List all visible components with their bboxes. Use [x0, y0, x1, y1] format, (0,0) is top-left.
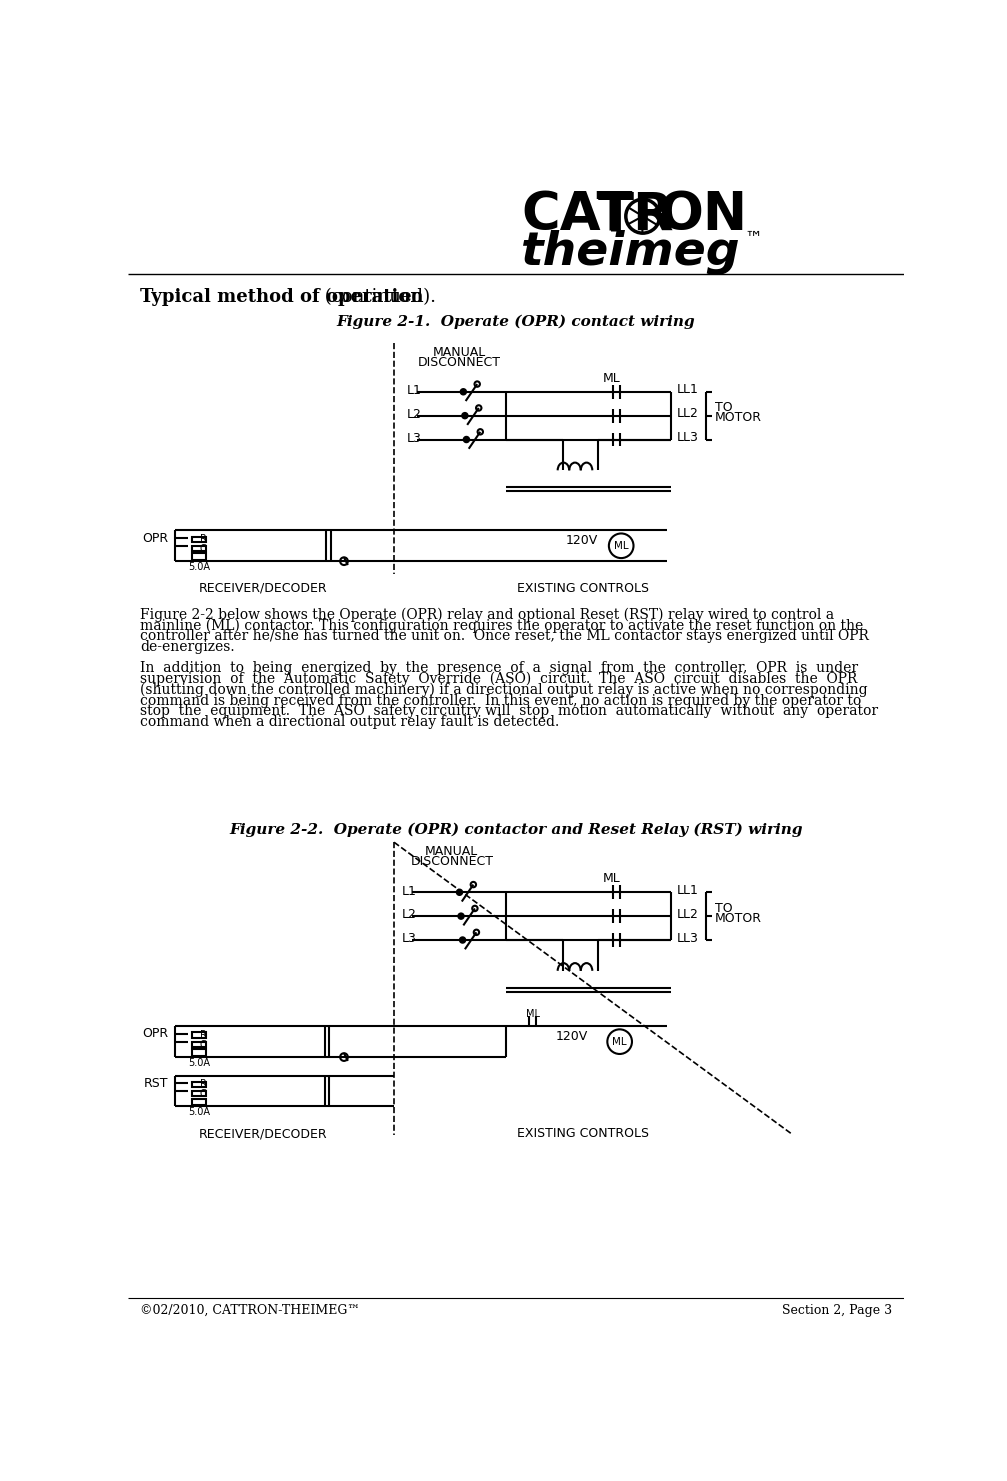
Text: R: R — [199, 1080, 206, 1090]
Text: de-energizes.: de-energizes. — [140, 640, 235, 653]
Circle shape — [460, 937, 465, 943]
Text: stop  the  equipment.  The  ASO  safety circuitry will  stop  motion  automatica: stop the equipment. The ASO safety circu… — [140, 705, 878, 718]
Text: mainline (ML) contactor. This configuration requires the operator to activate th: mainline (ML) contactor. This configurat… — [140, 618, 863, 632]
Text: CAT: CAT — [521, 190, 632, 241]
Text: LL2: LL2 — [677, 407, 699, 421]
Text: EXISTING CONTROLS: EXISTING CONTROLS — [517, 582, 649, 595]
Text: controller after he/she has turned the unit on.  Once reset, the ML contactor st: controller after he/she has turned the u… — [140, 629, 869, 643]
Text: ML: ML — [603, 872, 621, 886]
Circle shape — [464, 437, 469, 443]
Text: MANUAL: MANUAL — [425, 844, 478, 857]
Text: ML: ML — [603, 372, 621, 385]
Text: OPR: OPR — [142, 532, 168, 545]
Text: ML: ML — [612, 1037, 627, 1047]
Text: 120V: 120V — [566, 535, 598, 548]
Text: LL1: LL1 — [677, 384, 699, 397]
Text: TO: TO — [715, 401, 733, 415]
Text: L2: L2 — [407, 407, 422, 421]
Circle shape — [457, 890, 462, 895]
Text: DISCONNECT: DISCONNECT — [418, 355, 501, 369]
Text: ™: ™ — [744, 230, 762, 249]
Text: DISCONNECT: DISCONNECT — [410, 855, 493, 868]
Text: OPR: OPR — [142, 1028, 168, 1041]
Bar — [192, 1081, 206, 1087]
Text: In  addition  to  being  energized  by  the  presence  of  a  signal  from  the : In addition to being energized by the pr… — [140, 662, 858, 675]
Text: L2: L2 — [402, 908, 417, 921]
Text: L3: L3 — [407, 432, 422, 444]
Text: EXISTING CONTROLS: EXISTING CONTROLS — [517, 1127, 649, 1140]
Text: ML: ML — [614, 541, 628, 551]
Text: RECEIVER/DECODER: RECEIVER/DECODER — [198, 582, 327, 595]
Text: Figure 2-2.  Operate (OPR) contactor and Reset Relay (RST) wiring: Figure 2-2. Operate (OPR) contactor and … — [229, 823, 803, 837]
Text: C: C — [199, 1090, 206, 1099]
Text: 120V: 120V — [556, 1031, 588, 1043]
Text: command when a directional output relay fault is detected.: command when a directional output relay … — [140, 715, 559, 729]
Text: L1: L1 — [407, 384, 422, 397]
Circle shape — [460, 390, 466, 394]
Circle shape — [462, 413, 467, 418]
Text: MANUAL: MANUAL — [433, 345, 486, 358]
Text: R: R — [199, 535, 206, 544]
Bar — [192, 536, 206, 542]
Bar — [192, 1041, 206, 1047]
Bar — [192, 1032, 206, 1038]
Text: C: C — [199, 1040, 206, 1050]
Text: R: R — [199, 1031, 206, 1040]
Text: RECEIVER/DECODER: RECEIVER/DECODER — [198, 1127, 327, 1140]
Text: theimeg: theimeg — [521, 230, 741, 275]
Text: LL1: LL1 — [677, 884, 699, 897]
Text: LL3: LL3 — [677, 431, 699, 444]
Bar — [192, 1091, 206, 1096]
Text: ©02/2010, CATTRON-THEIMEG™: ©02/2010, CATTRON-THEIMEG™ — [140, 1305, 359, 1317]
Text: Figure 2-2 below shows the Operate (OPR) relay and optional Reset (RST) relay wi: Figure 2-2 below shows the Operate (OPR)… — [140, 607, 834, 622]
Circle shape — [638, 212, 646, 221]
Text: Section 2, Page 3: Section 2, Page 3 — [782, 1305, 892, 1317]
Text: Figure 2-1.  Operate (OPR) contact wiring: Figure 2-1. Operate (OPR) contact wiring — [336, 315, 695, 329]
Bar — [192, 1099, 206, 1105]
Text: L1: L1 — [402, 884, 417, 897]
Text: TR: TR — [598, 190, 675, 241]
Text: Typical method of operation: Typical method of operation — [140, 287, 423, 307]
Text: TO: TO — [715, 902, 733, 915]
Text: ON: ON — [659, 190, 747, 241]
Text: C: C — [199, 544, 206, 554]
Bar — [192, 546, 206, 551]
Text: RST: RST — [144, 1077, 168, 1090]
Bar — [192, 554, 206, 560]
Circle shape — [458, 914, 464, 918]
Text: command is being received from the controller.  In this event, no action is requ: command is being received from the contr… — [140, 693, 861, 708]
Text: ML: ML — [526, 1010, 540, 1019]
Text: MOTOR: MOTOR — [715, 911, 762, 924]
Text: 5.0A: 5.0A — [188, 1057, 210, 1068]
Text: MOTOR: MOTOR — [715, 412, 762, 424]
Text: LL3: LL3 — [677, 932, 699, 945]
Text: 5.0A: 5.0A — [188, 1108, 210, 1117]
Text: (shutting down the controlled machinery) if a directional output relay is active: (shutting down the controlled machinery)… — [140, 683, 868, 698]
Text: 5.0A: 5.0A — [188, 561, 210, 572]
Text: (continued).: (continued). — [319, 287, 436, 307]
Text: LL2: LL2 — [677, 908, 699, 921]
Bar — [192, 1050, 206, 1056]
Text: supervision  of  the  Automatic  Safety  Override  (ASO)  circuit.  The  ASO  ci: supervision of the Automatic Safety Over… — [140, 672, 857, 687]
Text: L3: L3 — [402, 933, 417, 945]
